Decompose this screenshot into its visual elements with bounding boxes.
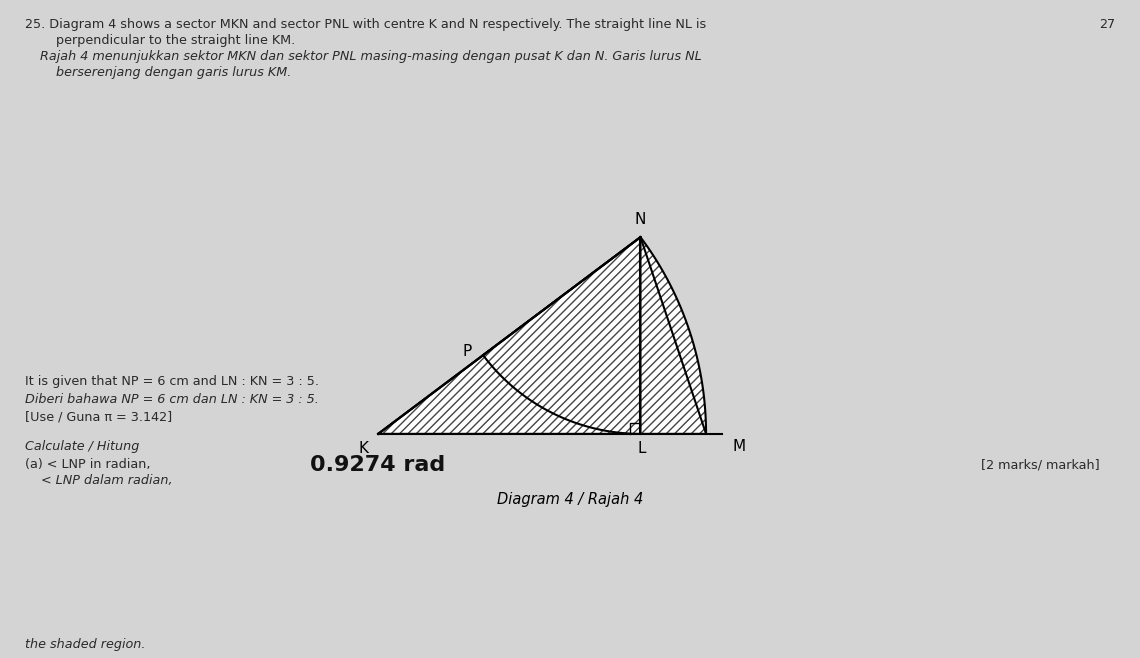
- Text: [Use / Guna π = 3.142]: [Use / Guna π = 3.142]: [25, 411, 172, 424]
- Text: L: L: [638, 441, 646, 456]
- Polygon shape: [378, 237, 706, 434]
- Text: perpendicular to the straight line KM.: perpendicular to the straight line KM.: [40, 34, 295, 47]
- Text: [2 marks/ markah]: [2 marks/ markah]: [982, 458, 1100, 471]
- Text: (a) < LNP in radian,: (a) < LNP in radian,: [25, 458, 150, 471]
- Text: 0.9274 rad: 0.9274 rad: [310, 455, 446, 475]
- Text: It is given that NP = 6 cm and LN : KN = 3 : 5.: It is given that NP = 6 cm and LN : KN =…: [25, 375, 319, 388]
- Text: 25. Diagram 4 shows a sector MKN and sector PNL with centre K and N respectively: 25. Diagram 4 shows a sector MKN and sec…: [25, 18, 707, 31]
- Text: Rajah 4 menunjukkan sektor MKN dan sektor PNL masing-masing dengan pusat K dan N: Rajah 4 menunjukkan sektor MKN dan sekto…: [40, 50, 702, 63]
- Text: berserenjang dengan garis lurus KM.: berserenjang dengan garis lurus KM.: [40, 66, 291, 79]
- Text: M: M: [732, 439, 746, 454]
- Text: < LNP dalam radian,: < LNP dalam radian,: [25, 474, 172, 487]
- Polygon shape: [483, 237, 641, 434]
- Text: Diberi bahawa NP = 6 cm dan LN : KN = 3 : 5.: Diberi bahawa NP = 6 cm dan LN : KN = 3 …: [25, 393, 319, 406]
- Text: 27: 27: [1099, 18, 1115, 31]
- Text: P: P: [463, 344, 472, 359]
- Text: the shaded region.: the shaded region.: [25, 638, 146, 651]
- Text: Diagram 4 / Rajah 4: Diagram 4 / Rajah 4: [497, 492, 643, 507]
- Text: Calculate / Hitung: Calculate / Hitung: [25, 440, 139, 453]
- Text: N: N: [635, 213, 646, 227]
- Text: K: K: [358, 441, 368, 456]
